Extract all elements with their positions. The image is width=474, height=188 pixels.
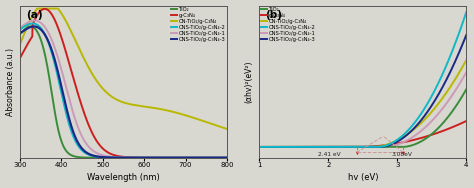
Legend: TiO₂, g-C₃N₄, CN-TiO₂/g-C₃N₄, CNS-TiO₂/g-C₃N₄-2, CNS-TiO₂/g-C₃N₄-1, CNS-TiO₂/g-C: TiO₂, g-C₃N₄, CN-TiO₂/g-C₃N₄, CNS-TiO₂/g… [170,6,227,43]
X-axis label: hv (eV): hv (eV) [347,174,378,182]
Y-axis label: (αhv)²(eV²): (αhv)²(eV²) [245,60,254,103]
X-axis label: Wavelength (nm): Wavelength (nm) [87,174,160,182]
Y-axis label: Absorbance (a.u.): Absorbance (a.u.) [6,48,15,116]
Text: 2.41 eV: 2.41 eV [318,152,341,157]
Text: (b): (b) [265,10,283,20]
Text: 3.08eV: 3.08eV [392,152,413,157]
Legend: TiO₂, g-C₃N₄, CN-TiO₂/g-C₃N₄, CNS-TiO₂/g-C₃N₄-2, CNS-TiO₂/g-C₃N₄-1, CNS-TiO₂/g-C: TiO₂, g-C₃N₄, CN-TiO₂/g-C₃N₄, CNS-TiO₂/g… [260,6,317,43]
Text: (a): (a) [27,10,43,20]
